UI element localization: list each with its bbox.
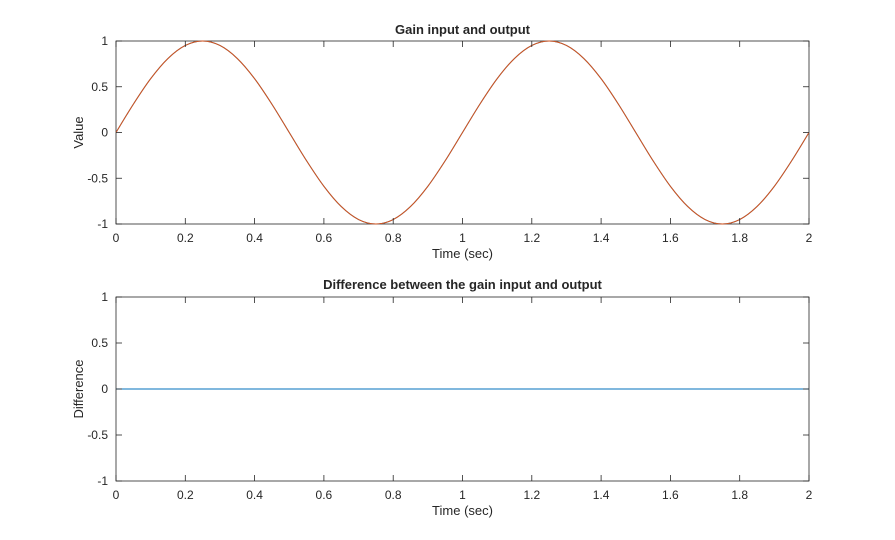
axes-bottom-xtick-label: 0.8 <box>385 488 402 502</box>
axes-top-xtick-label: 0.2 <box>177 231 194 245</box>
axes-top-ytick-label: -0.5 <box>87 171 108 185</box>
axes-top-ytick-label: -1 <box>97 217 108 231</box>
axes-bottom-xtick-label: 1.2 <box>523 488 540 502</box>
axes-top-xtick-label: 2 <box>806 231 813 245</box>
axes-bottom-xtick-label: 0.6 <box>316 488 333 502</box>
axes-bottom-ytick-label: 0 <box>101 382 108 396</box>
axes-top-xlabel: Time (sec) <box>432 246 493 261</box>
axes-top-ytick-label: 0.5 <box>91 80 108 94</box>
axes-top-xtick-label: 1.8 <box>731 231 748 245</box>
axes-top-xtick-label: 1 <box>459 231 466 245</box>
axes-top-xtick-label: 0 <box>113 231 120 245</box>
axes-bottom-xtick-label: 2 <box>806 488 813 502</box>
axes-top-xtick-label: 0.6 <box>316 231 333 245</box>
axes-bottom-xtick-label: 1.4 <box>593 488 610 502</box>
axes-bottom-title: Difference between the gain input and ou… <box>323 277 602 292</box>
axes-top-plot <box>115 40 810 225</box>
axes-top-xtick-label: 0.8 <box>385 231 402 245</box>
axes-top-ytick-label: 0 <box>101 126 108 140</box>
axes-bottom: 0 0.2 0.4 0.6 0.8 1 1.2 1.4 1.6 1.8 2 -1 -0.5 0 0.5 1 D… <box>71 277 813 518</box>
axes-top-xtick-label: 1.2 <box>523 231 540 245</box>
axes-top: 0 0.2 0.4 0.6 0.8 1 1.2 1.4 1.6 1.8 2 -1 -0.5 0 0.5 1 G… <box>71 22 813 261</box>
axes-bottom-ytick-label: 1 <box>101 290 108 304</box>
axes-bottom-xtick-label: 1.6 <box>662 488 679 502</box>
axes-bottom-xtick-label: 0 <box>113 488 120 502</box>
axes-bottom-xlabel: Time (sec) <box>432 503 493 518</box>
axes-bottom-xtick-label: 0.2 <box>177 488 194 502</box>
axes-bottom-ytick-label: 0.5 <box>91 336 108 350</box>
axes-bottom-ylabel: Difference <box>71 359 86 418</box>
axes-top-ylabel: Value <box>71 116 86 148</box>
axes-top-ticks: 0 0.2 0.4 0.6 0.8 1 1.2 1.4 1.6 1.8 2 -1 -0.5 0 0.5 1 <box>87 34 812 245</box>
axes-top-xtick-label: 0.4 <box>246 231 263 245</box>
axes-bottom-ytick-label: -0.5 <box>87 428 108 442</box>
axes-bottom-xtick-label: 0.4 <box>246 488 263 502</box>
axes-bottom-ytick-label: -1 <box>97 474 108 488</box>
axes-top-xtick-label: 1.6 <box>662 231 679 245</box>
axes-top-series-line-1 <box>115 40 810 225</box>
axes-bottom-ticks: 0 0.2 0.4 0.6 0.8 1 1.2 1.4 1.6 1.8 2 -1 -0.5 0 0.5 1 <box>87 290 812 502</box>
axes-top-ytick-label: 1 <box>101 34 108 48</box>
axes-bottom-xtick-label: 1.8 <box>731 488 748 502</box>
axes-bottom-xtick-label: 1 <box>459 488 466 502</box>
axes-top-xtick-label: 1.4 <box>593 231 610 245</box>
axes-top-title: Gain input and output <box>395 22 531 37</box>
